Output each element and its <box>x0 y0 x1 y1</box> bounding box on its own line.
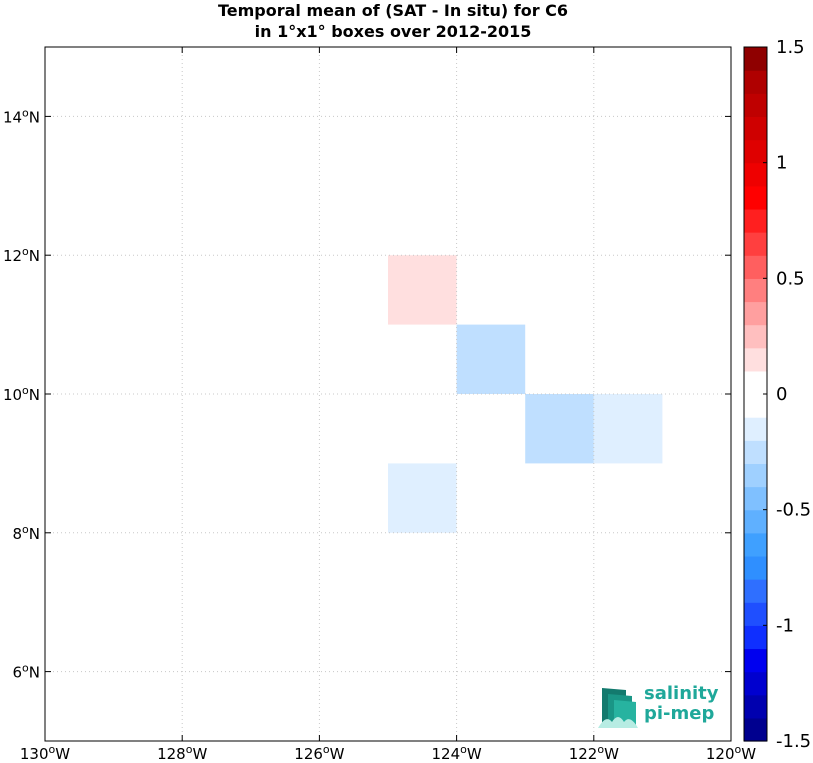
colorbar-segment-9 <box>744 509 767 534</box>
x-tick-label-1: 128oW <box>157 743 207 763</box>
logo-line-2: pi-mep <box>644 703 715 724</box>
colorbar-segment-2 <box>744 671 767 696</box>
data-cell-0 <box>388 255 457 325</box>
colorbar-segment-17 <box>744 324 767 349</box>
colorbar-segment-22 <box>744 208 767 233</box>
colorbar-label-0: 1.5 <box>776 37 805 58</box>
data-cells <box>388 255 663 533</box>
y-tick-label-3: 12oN <box>3 245 40 265</box>
colorbar-segment-20 <box>744 255 767 279</box>
data-cell-1 <box>456 324 526 394</box>
colorbar-segment-21 <box>744 232 767 256</box>
colorbar-segment-0 <box>744 717 767 742</box>
colorbar-segment-14 <box>744 394 767 418</box>
colorbar-label-4: -0.5 <box>776 500 811 521</box>
colorbar-segment-19 <box>744 278 767 303</box>
logo-line-1: salinity <box>644 683 719 704</box>
colorbar-segment-8 <box>744 532 767 557</box>
y-tick-label-2: 10oN <box>3 384 40 404</box>
colorbar: 1.5 1 0.5 0 -0.5 -1 -1.5 <box>743 37 811 752</box>
data-cell-2 <box>525 394 594 464</box>
colorbar-segment-7 <box>744 555 767 580</box>
colorbar-segment-28 <box>744 70 767 94</box>
colorbar-segment-24 <box>744 162 767 187</box>
chart-title: Temporal mean of (SAT - In situ) for C6 … <box>0 0 786 42</box>
title-line-2: in 1°x1° boxes over 2012-2015 <box>254 22 532 41</box>
x-tick-label-4: 122oW <box>569 743 619 763</box>
colorbar-segment-12 <box>744 440 767 464</box>
colorbar-segment-1 <box>744 694 767 719</box>
colorbar-segment-3 <box>744 648 767 673</box>
data-cell-4 <box>388 463 457 533</box>
colorbar-segment-6 <box>744 579 767 603</box>
title-line-1: Temporal mean of (SAT - In situ) for C6 <box>217 1 569 20</box>
colorbar-label-2: 0.5 <box>776 268 805 289</box>
salinity-pimep-logo: salinity pi-mep <box>596 684 726 730</box>
colorbar-segment-25 <box>744 139 767 164</box>
y-tick-label-4: 14oN <box>3 106 40 126</box>
colorbar-segment-15 <box>744 370 767 395</box>
colorbar-segment-16 <box>744 347 767 372</box>
colorbar-segment-18 <box>744 301 767 326</box>
colorbar-label-3: 0 <box>776 384 787 405</box>
colorbar-segment-13 <box>744 417 767 441</box>
colorbar-segment-29 <box>744 47 767 71</box>
logo-wave-icon <box>598 688 638 728</box>
colorbar-segment-4 <box>744 625 767 650</box>
x-tick-label-3: 124oW <box>431 743 481 763</box>
colorbar-label-5: -1 <box>776 615 794 636</box>
colorbar-segment-10 <box>744 486 767 511</box>
colorbar-segment-23 <box>744 185 767 210</box>
colorbar-segment-27 <box>744 93 767 117</box>
colorbar-segment-5 <box>744 602 767 626</box>
x-tick-label-2: 126oW <box>294 743 344 763</box>
colorbar-segment-11 <box>744 463 767 488</box>
colorbar-label-6: -1.5 <box>776 731 811 752</box>
y-tick-label-1: 8oN <box>12 523 40 543</box>
colorbar-label-1: 1 <box>776 153 787 174</box>
x-tick-label-0: 130oW <box>20 743 70 763</box>
data-cell-3 <box>593 394 663 464</box>
x-tick-label-5: 120oW <box>706 743 756 763</box>
axis-ticks: 130oW 128oW 126oW 124oW 122oW 120oW 6oN 8oN 10oN… <box>3 47 756 763</box>
y-tick-label-0: 6oN <box>12 662 40 682</box>
colorbar-segment-26 <box>744 116 767 141</box>
